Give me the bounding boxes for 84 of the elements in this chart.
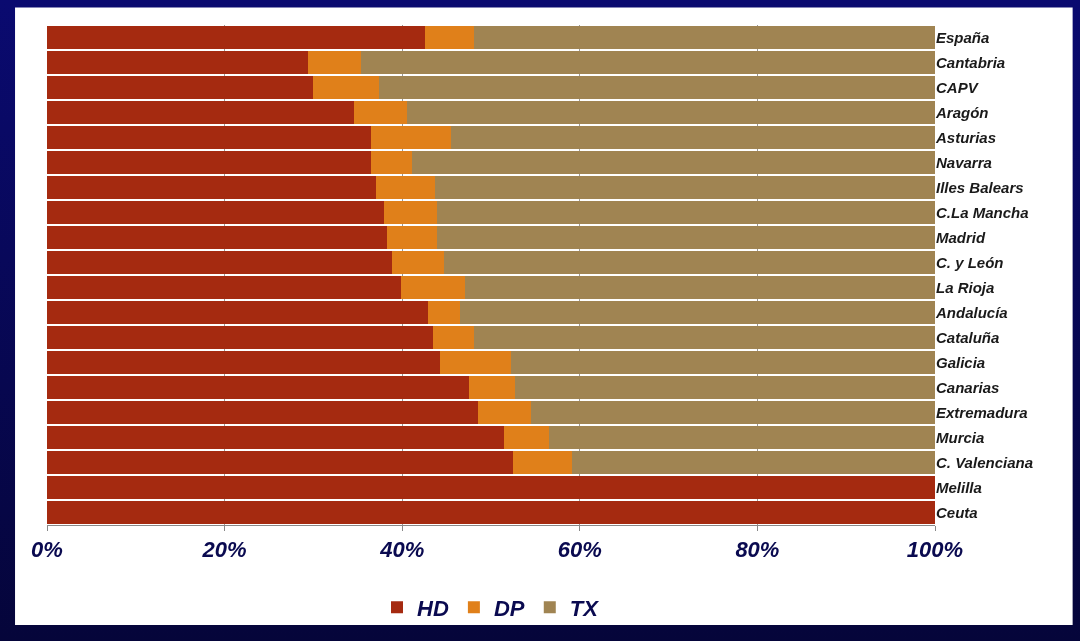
bar [384, 201, 437, 224]
bar [451, 126, 935, 149]
bar [47, 201, 385, 224]
bar [361, 51, 935, 74]
bar [459, 301, 935, 324]
x-tick-label: 100% [906, 537, 964, 563]
y-tick-label: C.La Mancha [936, 203, 1029, 221]
y-tick-label: C. Valenciana [936, 453, 1033, 471]
bar [392, 251, 444, 274]
y-tick-label: C. y León [936, 253, 1004, 271]
y-tick-label: Asturias [935, 128, 997, 146]
bar [371, 151, 412, 174]
bar [530, 401, 935, 424]
bar [47, 76, 314, 99]
bar [47, 101, 355, 124]
legend-label: TX [569, 595, 600, 621]
bar [47, 151, 372, 174]
y-tick-label: Ceuta [936, 503, 978, 521]
bar [513, 451, 572, 474]
bar [47, 51, 309, 74]
y-tick-label: Galicia [936, 353, 986, 371]
bar [504, 426, 549, 449]
y-tick-label: Canarias [936, 378, 1000, 396]
y-tick-label: Madrid [936, 228, 986, 246]
y-tick-label: La Rioja [936, 278, 995, 296]
bar [47, 126, 372, 149]
bar [425, 26, 475, 49]
bar [436, 201, 935, 224]
bar [514, 376, 935, 399]
bar [435, 176, 935, 199]
bar [443, 251, 935, 274]
x-tick-label: 60% [557, 537, 602, 563]
y-tick-label: Illes Balears [936, 178, 1024, 196]
bar [47, 301, 428, 324]
y-tick-label: Cataluña [936, 328, 1000, 346]
bar [47, 426, 505, 449]
bar [47, 326, 434, 349]
y-tick-label: Extremadura [936, 403, 1028, 421]
bar [387, 226, 437, 249]
bar [313, 76, 380, 99]
bar [47, 251, 393, 274]
x-tick-label: 0% [31, 537, 63, 563]
bar [474, 26, 935, 49]
bar [376, 176, 436, 199]
bar [433, 326, 475, 349]
bar [406, 101, 935, 124]
bar [411, 151, 935, 174]
bar [354, 101, 407, 124]
bar [436, 226, 935, 249]
bar [548, 426, 935, 449]
bar [47, 401, 478, 424]
bar [477, 401, 531, 424]
bar [47, 376, 469, 399]
y-tick-label: España [936, 28, 990, 46]
bar [371, 126, 452, 149]
y-tick-label: Aragón [935, 103, 989, 121]
bar [47, 451, 514, 474]
bar [468, 376, 515, 399]
bar [440, 351, 512, 374]
y-tick-label: CAPV [936, 78, 980, 96]
y-tick-label: Melilla [936, 478, 982, 496]
bar [474, 326, 935, 349]
bar [511, 351, 935, 374]
bar [47, 226, 388, 249]
legend-label: HD [417, 595, 449, 621]
bar [47, 276, 402, 299]
bar [47, 351, 441, 374]
bar [401, 276, 466, 299]
bar [308, 51, 362, 74]
y-tick-label: Andalucía [935, 303, 1008, 321]
y-tick-label: Cantabria [936, 53, 1006, 71]
legend-label: DP [493, 595, 525, 621]
bar [427, 301, 460, 324]
x-tick-label: 80% [735, 537, 780, 563]
y-tick-label: Murcia [936, 428, 985, 446]
y-tick-label: Navarra [936, 153, 992, 171]
bar [379, 76, 935, 99]
bar [465, 276, 935, 299]
x-tick-label: 40% [379, 537, 425, 563]
x-tick-label: 20% [201, 537, 247, 563]
bar [571, 451, 935, 474]
bar [47, 176, 377, 199]
bar [47, 26, 426, 49]
bar [47, 476, 935, 499]
